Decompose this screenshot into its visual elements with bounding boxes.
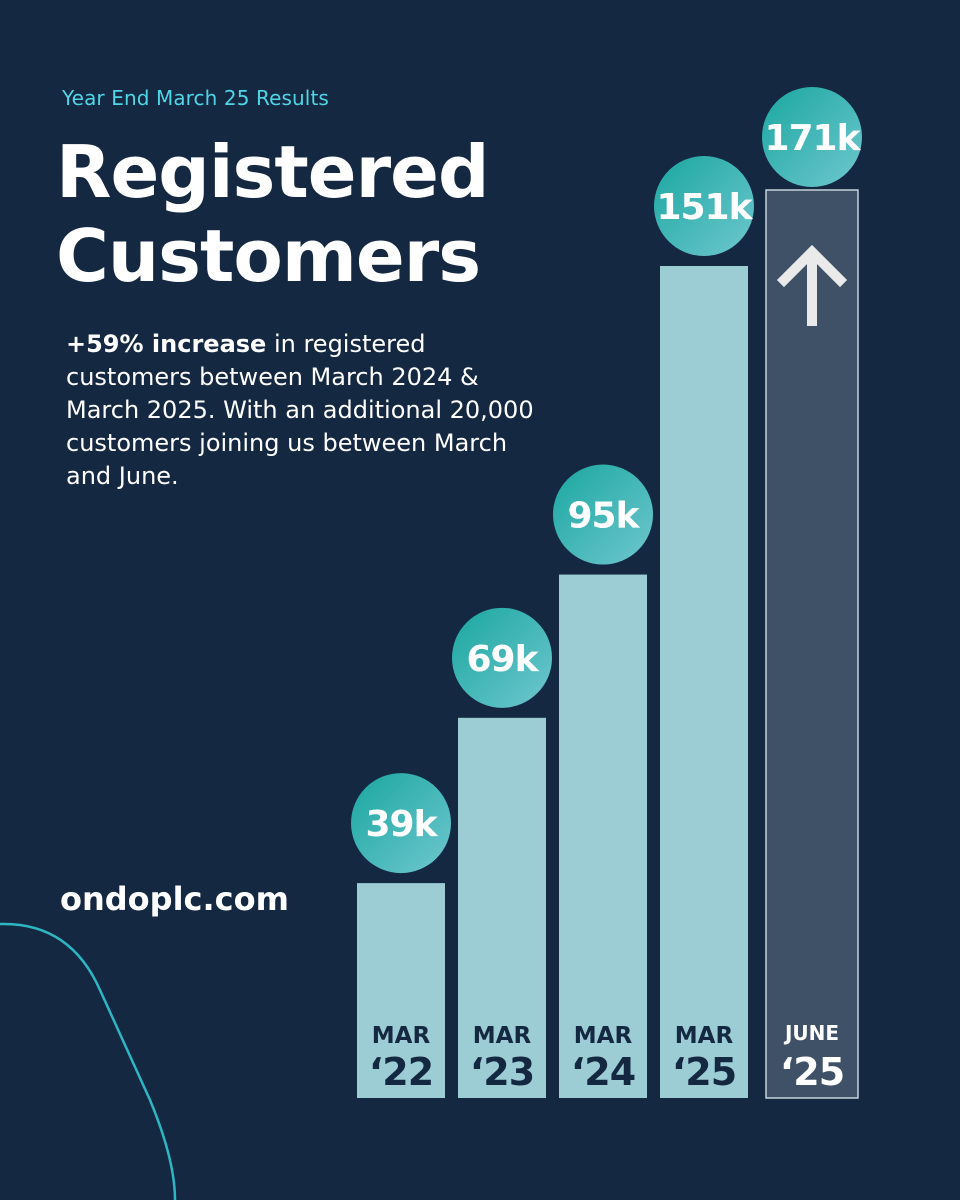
description: +59% increase in registered customers be… [66, 328, 536, 493]
category-month-mar-25: MAR [675, 1023, 734, 1049]
value-label-mar-25: 151k [656, 187, 753, 228]
bar-mar-25 [660, 266, 748, 1098]
category-year-mar-24: ‘24 [571, 1050, 635, 1094]
value-label-mar-22: 39k [365, 804, 438, 845]
value-bubble-mar-24 [553, 464, 653, 565]
category-month-june-25: JUNE [783, 1021, 839, 1045]
category-month-mar-22: MAR [372, 1023, 431, 1049]
value-bubble-mar-23 [452, 607, 552, 708]
bar-mar-23 [458, 717, 546, 1098]
bar-mar-24 [559, 574, 647, 1098]
category-year-mar-22: ‘22 [369, 1050, 433, 1094]
description-text: in registered customers between March 20… [66, 330, 534, 490]
title-line-2: Customers [56, 214, 481, 298]
eyebrow-text: Year End March 25 Results [62, 86, 329, 110]
value-bubble-mar-22 [351, 773, 451, 874]
category-year-june-25: ‘25 [780, 1050, 844, 1094]
value-bubble-june-25 [762, 87, 862, 187]
bar-mar-22 [357, 883, 445, 1098]
value-label-june-25: 171k [764, 118, 861, 159]
value-bubble-mar-25 [654, 156, 754, 256]
category-month-mar-23: MAR [473, 1023, 532, 1049]
website-link[interactable]: ondoplc.com [60, 880, 289, 918]
category-month-mar-24: MAR [574, 1023, 633, 1049]
value-label-mar-24: 95k [567, 496, 640, 537]
arrow-up-icon [776, 244, 848, 288]
value-label-mar-23: 69k [466, 639, 539, 680]
bar-june-25 [765, 189, 859, 1099]
category-year-mar-25: ‘25 [672, 1050, 736, 1094]
category-year-mar-23: ‘23 [470, 1050, 534, 1094]
title-line-1: Registered [56, 130, 489, 214]
description-highlight: +59% increase [66, 330, 267, 358]
page-title: Registered Customers [56, 130, 489, 298]
